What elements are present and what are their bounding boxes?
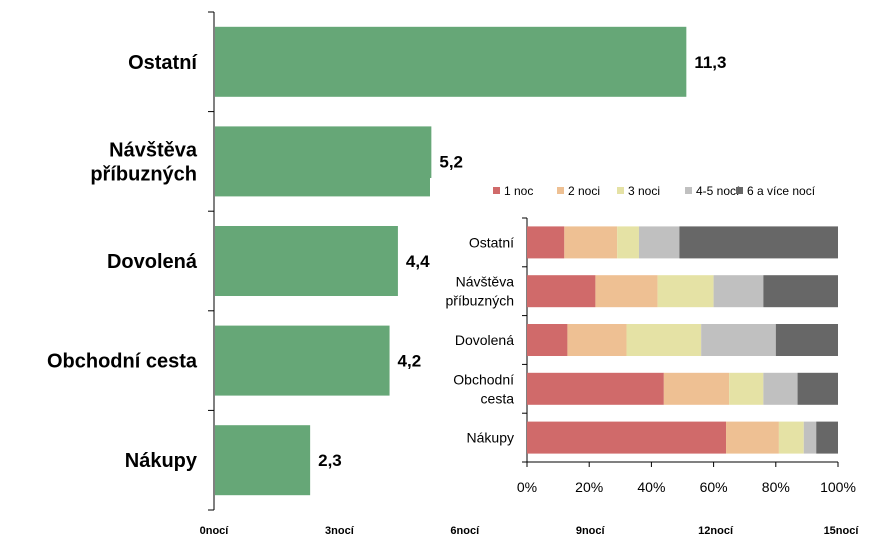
legend-swatch — [685, 187, 692, 194]
legend-label: 6 a více nocí — [747, 184, 816, 198]
stacked-segment — [626, 324, 702, 356]
bar-2 — [215, 126, 432, 197]
category-label: Obchodní cesta — [47, 351, 198, 373]
inset-category-label: Ostatní — [469, 234, 514, 250]
inset-x-tick-label: 100% — [820, 479, 856, 495]
legend-label: 2 noci — [568, 184, 600, 198]
stacked-segment — [803, 421, 817, 454]
value-label: 4,4 — [406, 252, 430, 271]
inset-category-label: cesta — [481, 390, 515, 406]
inset-category-label: Nákupy — [467, 430, 514, 446]
inset-x-tick-label: 80% — [762, 479, 790, 495]
inset-x-tick-label: 20% — [575, 479, 603, 495]
x-tick-label: 12nocí — [698, 525, 734, 537]
stacked-segment — [775, 324, 838, 356]
value-label: 4,2 — [398, 352, 422, 371]
stacked-segment — [713, 275, 764, 308]
bar-3 — [215, 226, 398, 296]
stacked-segment — [726, 421, 779, 454]
stacked-segment — [763, 275, 838, 308]
stacked-segment — [527, 324, 568, 356]
stacked-segment — [527, 226, 565, 259]
stacked-segment — [527, 372, 664, 405]
value-label: 5,2 — [439, 152, 463, 171]
stacked-segment — [797, 372, 838, 405]
inset-category-label: Dovolená — [455, 332, 514, 348]
x-tick-label: 0nocí — [200, 525, 230, 537]
main-chart: Ostatní 11,3Návštěvapříbuzných5,2Dovolená… — [47, 11, 860, 537]
stacked-segment — [564, 226, 618, 259]
bar-5 — [215, 425, 311, 496]
category-label: příbuzných — [90, 163, 197, 185]
bar-1 — [215, 26, 687, 97]
stacked-segment — [816, 421, 838, 454]
x-tick-label: 9nocí — [576, 525, 606, 537]
inset-category-label: Návštěva — [456, 274, 515, 290]
stacked-segment — [778, 421, 804, 454]
stacked-segment — [701, 324, 776, 356]
x-tick-label: 3nocí — [325, 525, 355, 537]
stacked-segment — [663, 372, 730, 405]
legend-label: 4-5 nocí — [696, 184, 740, 198]
stacked-segment — [595, 275, 658, 308]
inset-category-label: Obchodní — [453, 371, 514, 387]
category-label: Dovolená — [107, 251, 198, 273]
inset-chart: 1 noc 2 noci 3 noci 4-5 nocí 6 a více nocí 0%… — [430, 178, 860, 508]
x-tick-label: 15nocí — [824, 525, 860, 537]
stacked-segment — [527, 421, 727, 454]
stacked-segment — [763, 372, 798, 405]
stacked-segment — [567, 324, 627, 356]
inset-x-tick-label: 40% — [637, 479, 665, 495]
stacked-segment — [729, 372, 764, 405]
x-tick-label: 6nocí — [450, 525, 480, 537]
category-label: Návštěva — [109, 139, 198, 161]
inset-category-label: příbuzných — [446, 293, 514, 309]
legend-label: 3 noci — [628, 184, 660, 198]
inset-x-tick-label: 0% — [517, 479, 537, 495]
legend-swatch — [736, 187, 743, 194]
inset-x-tick-label: 60% — [700, 479, 728, 495]
stacked-segment — [638, 226, 680, 259]
legend-swatch — [493, 187, 500, 194]
value-label: 11,3 — [694, 53, 726, 72]
legend-swatch — [557, 187, 564, 194]
legend-label: 1 noc — [504, 184, 533, 198]
legend-swatch — [617, 187, 624, 194]
category-label: Ostatní — [128, 52, 198, 74]
stacked-segment — [617, 226, 639, 259]
stacked-segment — [679, 226, 838, 259]
bar-4 — [215, 325, 390, 396]
stacked-segment — [657, 275, 714, 308]
category-label: Nákupy — [125, 450, 198, 472]
stacked-segment — [527, 275, 596, 308]
value-label: 2,3 — [318, 451, 342, 470]
